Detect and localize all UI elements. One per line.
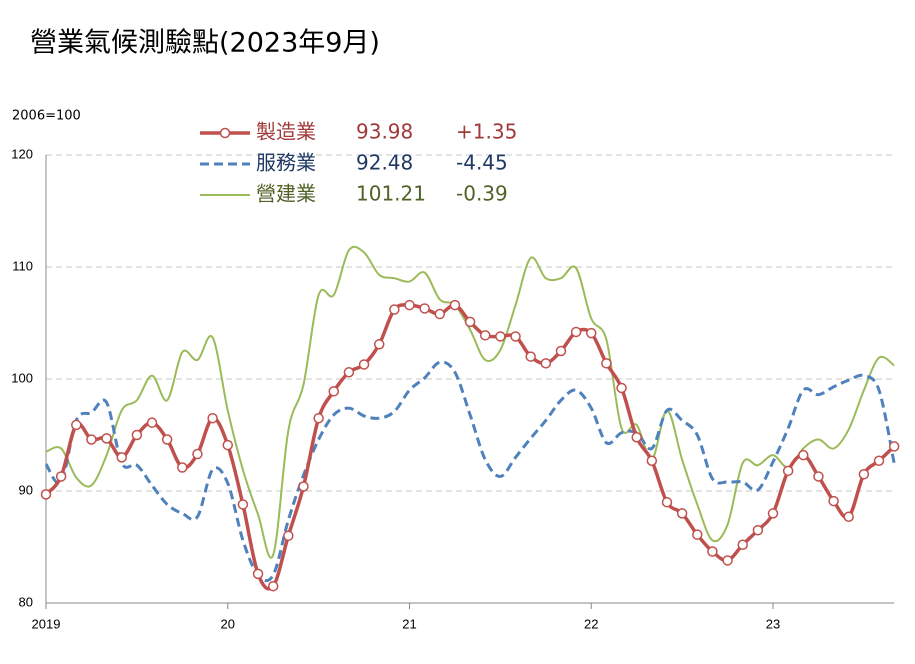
x-tick-label: 20 <box>221 616 235 631</box>
point <box>177 462 188 473</box>
point <box>161 434 173 445</box>
line-2 <box>45 245 895 559</box>
legend-label: 製造業 <box>256 120 316 144</box>
point <box>616 382 627 394</box>
point <box>419 303 430 314</box>
legend-value: 92.48 <box>356 151 413 175</box>
point <box>676 508 688 519</box>
point <box>661 496 673 508</box>
y-tick-label: 80 <box>19 594 33 609</box>
chart-title: 營業氣候測驗點(2023年9月) <box>30 28 380 59</box>
legend-change: -0.39 <box>456 182 508 206</box>
point <box>464 316 476 328</box>
point <box>101 433 112 444</box>
point <box>692 529 703 540</box>
point <box>646 455 658 467</box>
point <box>707 546 718 557</box>
x-tick-label: 23 <box>766 616 780 631</box>
point <box>555 345 567 357</box>
x-tick-label: 2019 <box>32 616 61 631</box>
point <box>631 431 642 443</box>
point <box>813 471 824 482</box>
legend-marker <box>219 127 231 139</box>
legend-value: 101.21 <box>356 182 426 206</box>
y-tick-label: 90 <box>19 482 33 497</box>
point <box>798 449 809 461</box>
legend-value: 93.98 <box>356 120 413 144</box>
point <box>601 358 612 369</box>
point <box>222 439 234 451</box>
point <box>873 455 885 467</box>
point <box>858 468 870 480</box>
point <box>843 511 854 523</box>
point <box>510 331 521 342</box>
legend-change: -4.45 <box>456 151 508 175</box>
point <box>495 331 506 342</box>
legend-label: 營建業 <box>256 182 316 206</box>
point <box>237 499 249 510</box>
point <box>328 386 340 397</box>
point <box>888 441 900 452</box>
legend-change: +1.35 <box>456 120 517 144</box>
point <box>55 471 67 482</box>
x-tick-label: 22 <box>584 616 598 631</box>
point <box>146 417 158 428</box>
point <box>40 489 52 500</box>
y-tick-label: 120 <box>11 146 33 161</box>
point <box>404 299 415 311</box>
point <box>586 327 597 339</box>
point <box>767 508 779 519</box>
point <box>828 495 839 507</box>
point <box>192 448 203 460</box>
point <box>737 539 748 551</box>
point <box>283 530 294 542</box>
point <box>131 429 143 441</box>
point <box>540 358 552 369</box>
y-tick-label: 100 <box>11 370 33 385</box>
y-tick-label: 110 <box>12 258 33 273</box>
point <box>373 339 385 350</box>
point <box>449 299 461 311</box>
point <box>525 351 536 362</box>
point <box>298 481 309 492</box>
point <box>252 568 264 580</box>
point <box>71 419 82 431</box>
point <box>722 555 733 566</box>
point <box>343 367 355 378</box>
point <box>358 359 370 370</box>
legend-label: 服務業 <box>256 151 316 175</box>
point <box>782 465 794 477</box>
point <box>207 412 218 424</box>
point <box>570 326 582 338</box>
point <box>389 304 400 315</box>
line-0 <box>44 303 896 591</box>
x-tick-label: 21 <box>402 616 416 631</box>
point <box>313 412 324 424</box>
point <box>267 580 279 592</box>
point <box>479 330 491 341</box>
point <box>752 524 764 536</box>
point <box>434 308 446 320</box>
line-1 <box>44 360 896 583</box>
point <box>116 452 127 463</box>
point <box>86 434 97 445</box>
y-axis-label: 2006=100 <box>12 109 81 124</box>
